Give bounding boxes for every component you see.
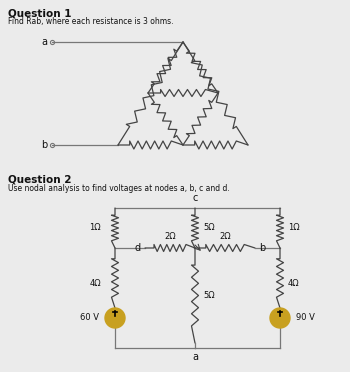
Text: 4Ω: 4Ω xyxy=(288,279,300,288)
Text: 60 V: 60 V xyxy=(80,314,99,323)
Text: 5Ω: 5Ω xyxy=(203,291,215,300)
Text: 90 V: 90 V xyxy=(296,314,315,323)
Text: 5Ω: 5Ω xyxy=(203,224,215,232)
Text: 1Ω: 1Ω xyxy=(288,224,300,232)
Text: Use nodal analysis to find voltages at nodes a, b, c and d.: Use nodal analysis to find voltages at n… xyxy=(8,184,230,193)
Text: 2Ω: 2Ω xyxy=(219,232,231,241)
Text: c: c xyxy=(192,193,198,203)
Circle shape xyxy=(105,308,125,328)
Text: 4Ω: 4Ω xyxy=(89,279,101,288)
Text: Question 1: Question 1 xyxy=(8,8,71,18)
Text: Find Rab, where each resistance is 3 ohms.: Find Rab, where each resistance is 3 ohm… xyxy=(8,17,174,26)
Text: d: d xyxy=(135,243,141,253)
Text: Question 2: Question 2 xyxy=(8,175,71,185)
Text: b: b xyxy=(41,140,47,150)
Text: a: a xyxy=(41,37,47,47)
Text: 2Ω: 2Ω xyxy=(164,232,176,241)
Text: b: b xyxy=(259,243,265,253)
Circle shape xyxy=(270,308,290,328)
Text: 1Ω: 1Ω xyxy=(89,224,101,232)
Text: a: a xyxy=(192,352,198,362)
